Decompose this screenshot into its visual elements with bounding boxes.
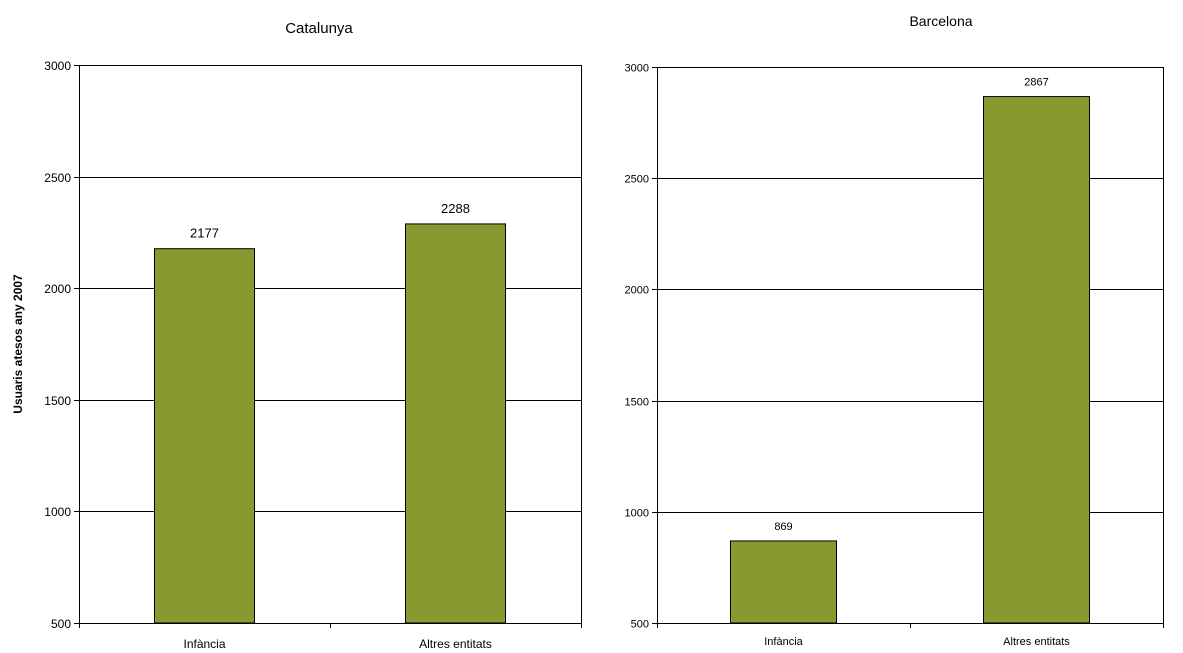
- chart-1-y-axis-label: Usuaris atesos any 2007: [11, 274, 25, 414]
- chart-2-title: Barcelona: [909, 13, 972, 29]
- chart-2-category-label: Altres entitats: [1003, 636, 1070, 648]
- chart-1-category-label: Infància: [183, 637, 225, 648]
- chart-1-y-tick-label: 3000: [44, 59, 71, 73]
- chart-1-y-tick-label: 500: [51, 617, 71, 631]
- chart-1-y-tick-label: 2000: [44, 282, 71, 296]
- chart-1-y-tick-label: 2500: [44, 171, 71, 185]
- chart-2-y-tick-label: 3000: [625, 62, 649, 74]
- chart-2-y-tick-label: 2000: [625, 284, 649, 296]
- chart-2-bar-2: [983, 96, 1090, 624]
- chart-2-y-tick-label: 500: [631, 618, 649, 630]
- chart-1-bar-1: [154, 248, 255, 624]
- chart-2-y-tick-label: 1500: [625, 396, 649, 408]
- chart-2-y-tick-label: 2500: [625, 173, 649, 185]
- chart-1-data-label: 2288: [441, 201, 470, 216]
- chart-2-data-label: 869: [774, 521, 792, 533]
- chart-1-bar-2: [405, 223, 506, 624]
- chart-1-data-label: 2177: [190, 226, 219, 241]
- chart-2-bar-1: [730, 540, 837, 624]
- chart-1-category-label: Altres entitats: [419, 637, 492, 648]
- chart-1-y-tick-label: 1000: [44, 505, 71, 519]
- chart-2-category-label: Infància: [764, 636, 803, 648]
- chart-1-title: Catalunya: [285, 20, 353, 37]
- chart-2-data-label: 2867: [1024, 77, 1048, 89]
- chart-1-y-tick-label: 1500: [44, 394, 71, 408]
- chart-2-y-tick-label: 1000: [625, 507, 649, 519]
